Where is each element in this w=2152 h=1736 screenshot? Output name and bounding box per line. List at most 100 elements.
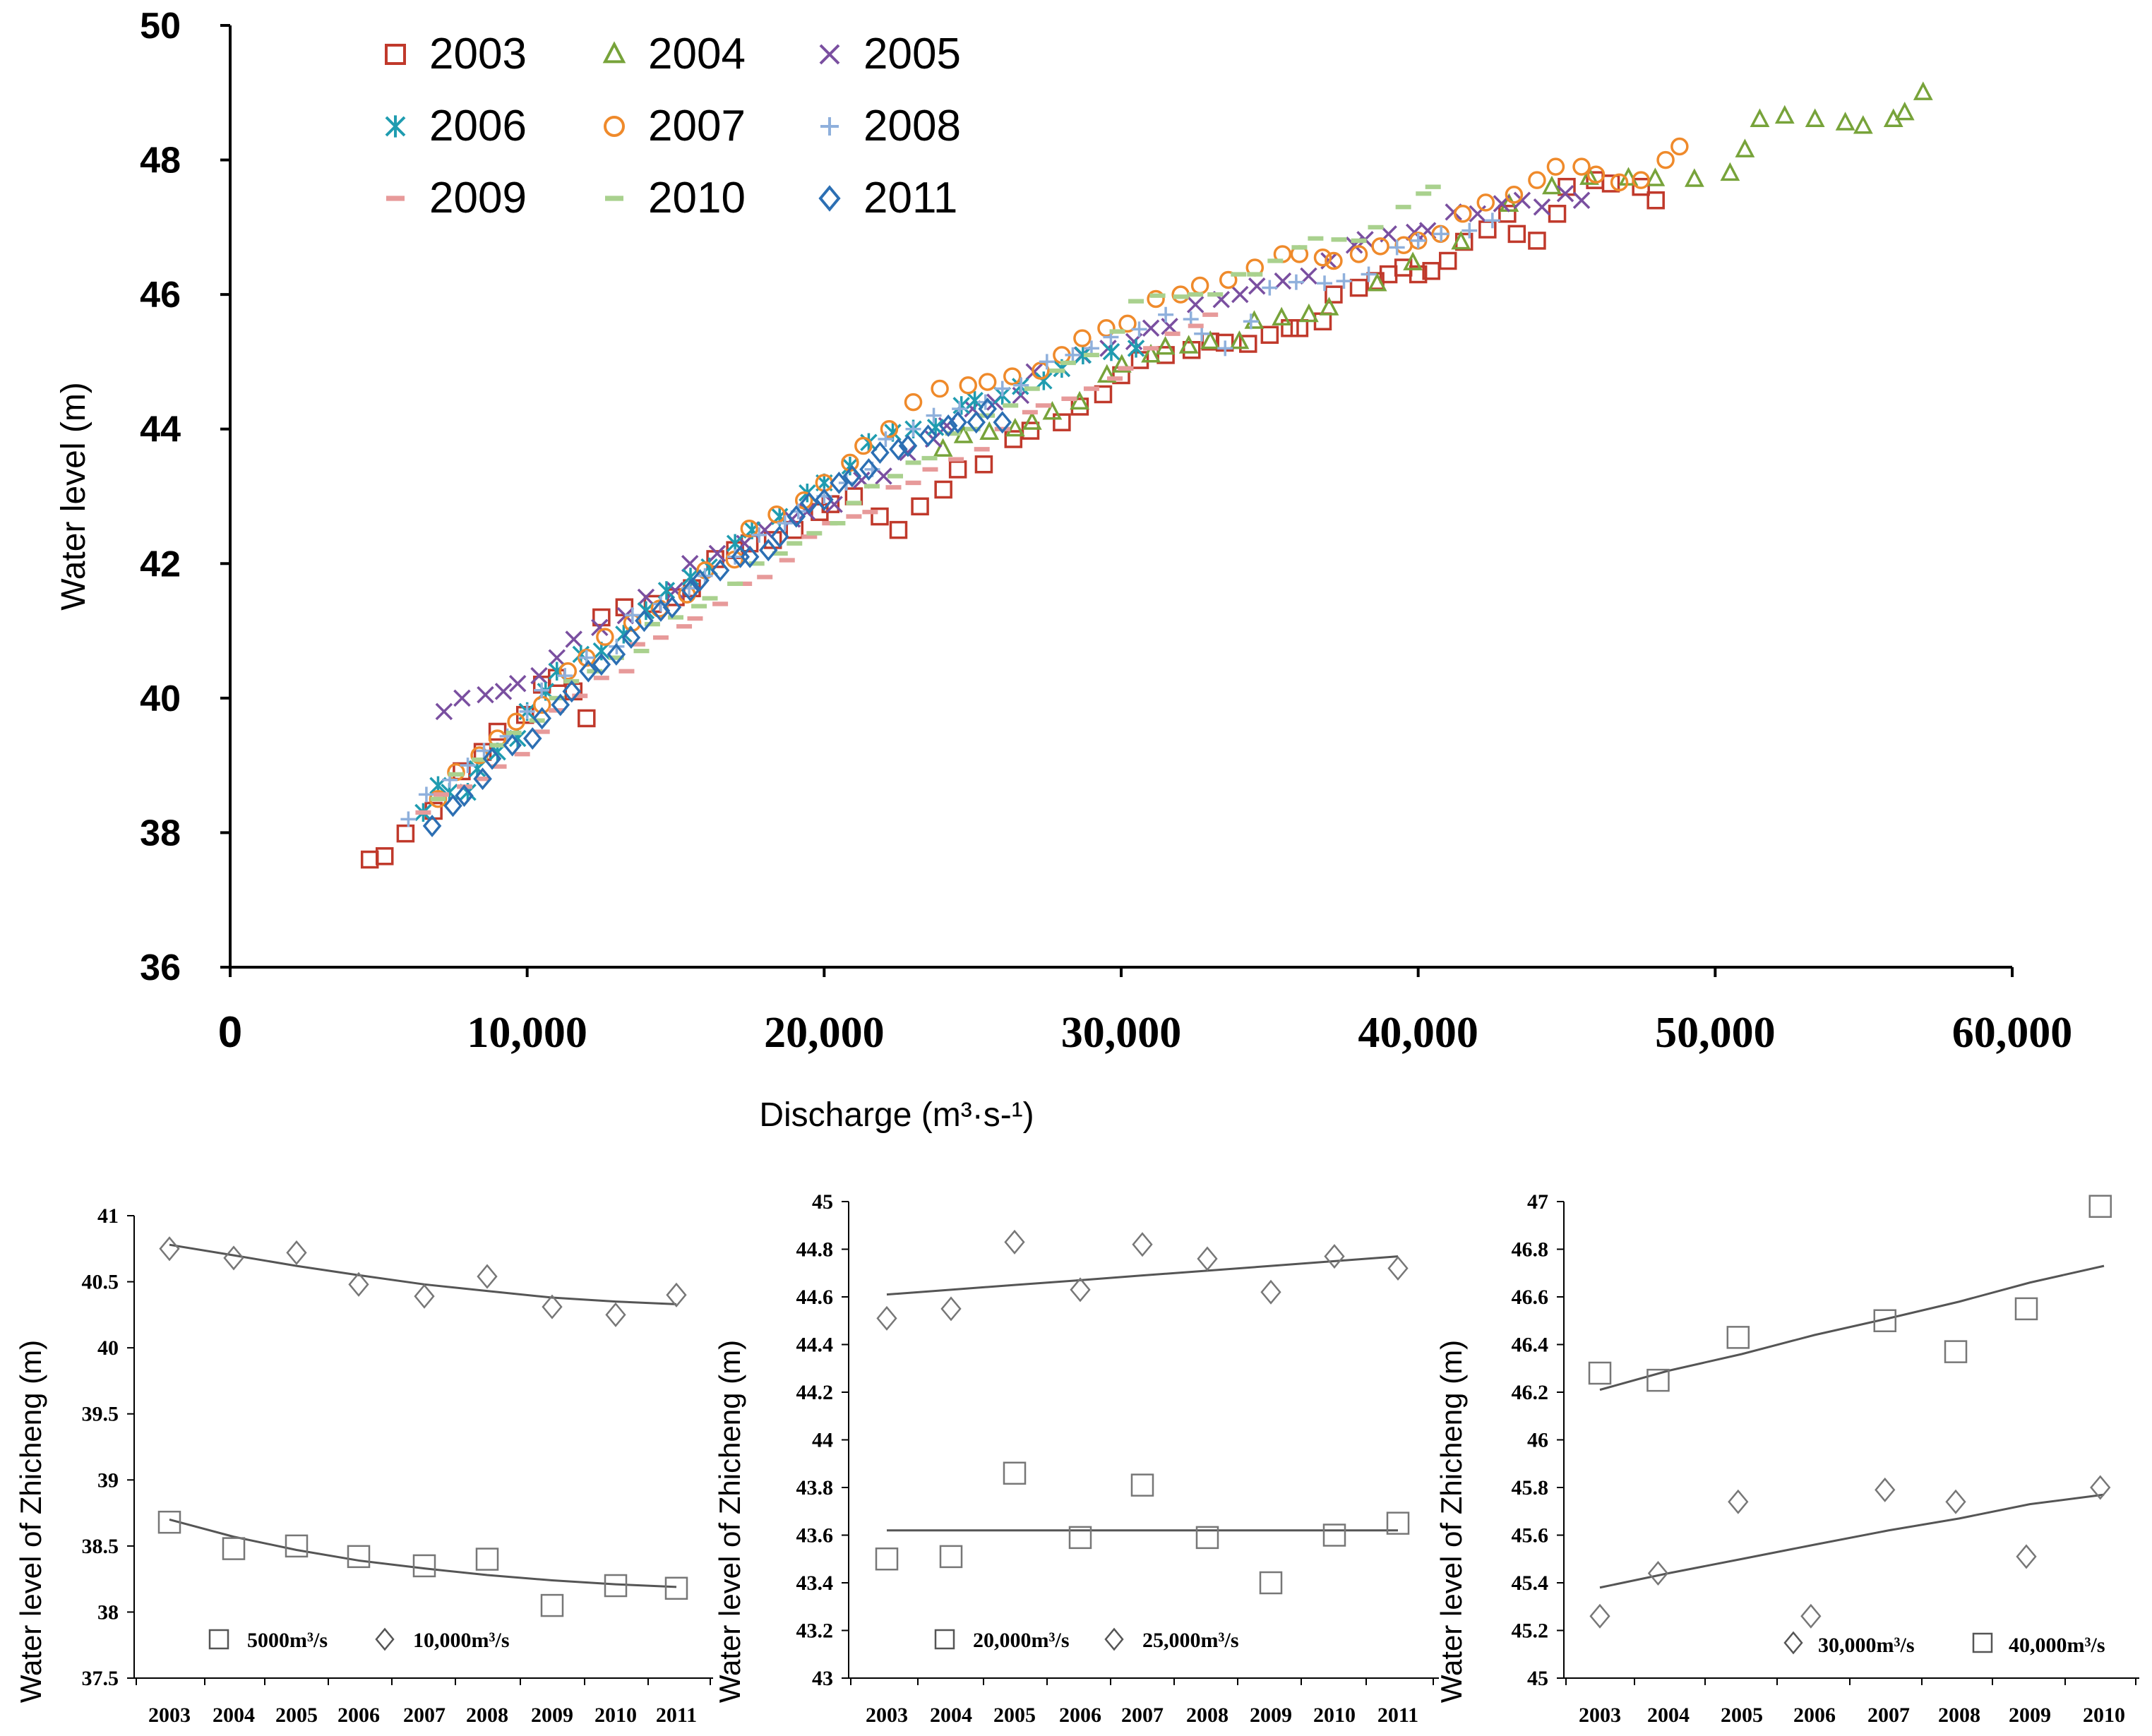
sub-x-tick-label: 2006 xyxy=(1793,1704,1836,1727)
sub-y-tick-label: 43.6 xyxy=(796,1524,834,1548)
sub-y-tick-label: 41 xyxy=(97,1204,119,1228)
sub-legend-label: 30,000m³/s xyxy=(1818,1634,1915,1657)
data-point-2003 xyxy=(948,460,967,479)
sub-legend-marker xyxy=(208,1629,229,1650)
data-point-2005 xyxy=(435,702,453,721)
data-point-2006 xyxy=(1102,342,1120,361)
data-point-2008 xyxy=(476,743,492,759)
sub-x-tick-label: 2006 xyxy=(337,1704,380,1727)
legend-label-2005: 2005 xyxy=(863,30,961,78)
data-point-2011 xyxy=(842,465,862,488)
data-point-2005 xyxy=(453,689,471,707)
sub-x-tick-label: 2010 xyxy=(2083,1704,2125,1727)
main-x-tick-label: 60,000 xyxy=(1952,1009,2073,1057)
sub-y-tick-label: 45.8 xyxy=(1512,1476,1549,1499)
data-point-2004 xyxy=(1579,166,1599,185)
data-point-2007 xyxy=(1073,329,1092,347)
main-y-tick-label: 42 xyxy=(140,544,181,585)
sub-x-tick-label: 2009 xyxy=(531,1704,573,1727)
data-point-2008 xyxy=(905,421,921,437)
main-y-tick-label: 44 xyxy=(140,409,181,450)
data-point-2003 xyxy=(1438,251,1457,270)
main-y-tick-label: 38 xyxy=(140,813,181,854)
data-point-2011 xyxy=(978,397,997,421)
data-point-2007 xyxy=(1118,314,1137,333)
sub-data-point xyxy=(664,1576,688,1600)
data-point-2007 xyxy=(880,419,899,438)
data-point-2004 xyxy=(1853,115,1873,134)
data-point-2008 xyxy=(1389,239,1405,256)
data-point-2004 xyxy=(1319,297,1339,316)
subchart-20000-25000: Water level of Zhicheng (m) 4343.243.443… xyxy=(713,1190,1439,1727)
sub-y-tick-label: 44.4 xyxy=(796,1334,834,1357)
data-point-2007 xyxy=(507,712,525,731)
sub-x-tick-label: 2008 xyxy=(466,1704,508,1727)
data-point-2008 xyxy=(1336,273,1352,289)
sub-y-tick-label: 39.5 xyxy=(82,1403,119,1426)
sub-y-tick-label: 45.6 xyxy=(1512,1524,1549,1548)
data-point-2005 xyxy=(530,666,548,685)
sub-data-point xyxy=(1322,1524,1346,1547)
legend-label-2010: 2010 xyxy=(648,174,746,222)
sub-y-tick-label: 39 xyxy=(97,1468,119,1492)
data-point-2006 xyxy=(681,568,700,587)
data-point-2007 xyxy=(1219,270,1238,289)
sub-x-tick-label: 2005 xyxy=(275,1704,318,1727)
data-point-2006 xyxy=(615,625,633,644)
sub-data-point xyxy=(2016,1544,2037,1569)
data-point-2011 xyxy=(681,579,700,602)
data-point-2011 xyxy=(503,734,522,757)
data-point-2003 xyxy=(1004,430,1023,448)
legend-label-2009: 2009 xyxy=(429,174,527,222)
data-point-2006 xyxy=(1074,345,1092,365)
data-point-2003 xyxy=(911,497,929,516)
data-point-2003 xyxy=(1632,177,1650,196)
data-point-2008 xyxy=(727,549,743,565)
sub-data-point xyxy=(1004,1229,1025,1255)
sub-legend-label: 5000m³/s xyxy=(247,1629,328,1652)
data-point-2005 xyxy=(494,683,513,700)
data-point-2005 xyxy=(1274,272,1292,290)
data-point-2007 xyxy=(978,373,997,391)
sub-data-point xyxy=(2088,1195,2112,1218)
data-point-2005 xyxy=(1469,205,1487,223)
sub-y-tick-label: 38.5 xyxy=(82,1535,119,1558)
sub-y-tick-label: 45.2 xyxy=(1512,1620,1549,1643)
data-point-2007 xyxy=(558,662,578,681)
sub-x-tick-label: 2005 xyxy=(993,1704,1036,1727)
main-y-tick-label: 40 xyxy=(140,678,181,719)
data-point-2004 xyxy=(1684,168,1704,187)
sub-x-tick-label: 2003 xyxy=(866,1704,908,1727)
main-y-axis-label: Water level (m) xyxy=(55,382,92,611)
sub-data-point xyxy=(1800,1603,1822,1629)
data-point-2004 xyxy=(1750,108,1770,127)
sub2-plot-body: 43 43.2 43.4 43.6 43.8 44 44.2 44.4 44.6 44.8 45 20… xyxy=(796,1190,1439,1727)
sub-data-point xyxy=(1588,1361,1612,1385)
data-point-2007 xyxy=(1394,236,1413,255)
legend-marker-2008 xyxy=(820,117,839,136)
data-point-2007 xyxy=(931,379,949,398)
sub-data-point xyxy=(477,1264,498,1289)
sub-y-tick-label: 37.5 xyxy=(82,1667,119,1690)
sub-data-point xyxy=(1875,1477,1896,1502)
sub-data-point xyxy=(1945,1489,1966,1514)
sub-x-tick-label: 2011 xyxy=(656,1704,697,1727)
data-point-2008 xyxy=(1243,313,1259,330)
data-point-2011 xyxy=(592,653,611,676)
data-point-2011 xyxy=(662,596,682,619)
data-point-2004 xyxy=(1805,108,1825,127)
sub-y-tick-label: 43 xyxy=(812,1667,833,1690)
legend-marker-2011 xyxy=(818,185,841,212)
data-point-2008 xyxy=(534,682,550,698)
sub-x-tick-label: 2004 xyxy=(213,1704,255,1727)
sub-legend-label: 20,000m³/s xyxy=(973,1629,1070,1652)
main-x-axis-label: Discharge (m³·s-¹) xyxy=(759,1096,1034,1134)
data-point-2005 xyxy=(508,674,527,693)
data-point-2011 xyxy=(919,424,938,448)
legend-marker-2007 xyxy=(604,116,625,137)
data-point-2004 xyxy=(1022,411,1042,430)
data-point-2003 xyxy=(1325,285,1343,304)
data-point-2005 xyxy=(1572,191,1591,209)
sub-x-tick-label: 2003 xyxy=(148,1704,191,1727)
